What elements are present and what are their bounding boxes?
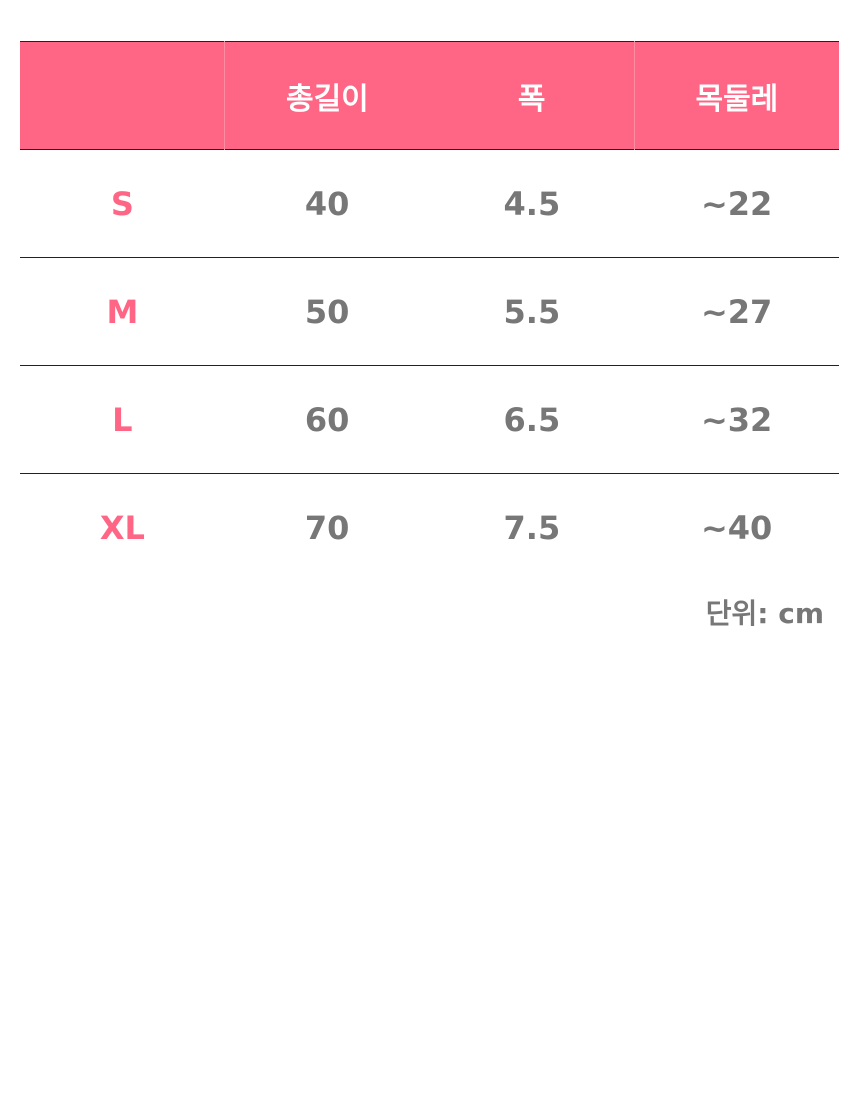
size-cell: M [106, 292, 139, 331]
length-cell: 40 [304, 184, 350, 223]
table-row: M 50 5.5 ~27 [20, 258, 839, 366]
width-cell: 7.5 [503, 508, 561, 547]
width-cell: 4.5 [503, 184, 561, 223]
size-table: 총길이 폭 목둘레 S 40 4.5 ~22 M 50 5.5 ~27 L 60 6.5 ~32 XL 7… [20, 41, 839, 581]
size-cell: XL [99, 508, 145, 547]
size-cell: S [110, 184, 134, 223]
width-cell: 5.5 [503, 292, 561, 331]
header-width: 폭 [517, 81, 546, 117]
width-cell: 6.5 [503, 400, 561, 439]
neck-cell: ~32 [700, 400, 773, 439]
size-cell: L [112, 400, 133, 439]
header-neck: 목둘레 [633, 41, 839, 150]
table-row: XL 70 7.5 ~40 [20, 474, 839, 582]
length-cell: 70 [304, 508, 350, 547]
length-cell: 50 [304, 292, 350, 331]
neck-cell: ~27 [700, 292, 773, 331]
length-cell: 60 [304, 400, 350, 439]
header-size [20, 42, 225, 150]
table-row: S 40 4.5 ~22 [20, 150, 839, 258]
table-header-row: 총길이 폭 목둘레 [20, 41, 839, 150]
neck-cell: ~22 [700, 184, 773, 223]
neck-cell: ~40 [700, 508, 773, 547]
table-row: L 60 6.5 ~32 [20, 366, 839, 474]
unit-note: 단위: cm [705, 597, 824, 630]
header-length: 총길이 [224, 41, 430, 150]
